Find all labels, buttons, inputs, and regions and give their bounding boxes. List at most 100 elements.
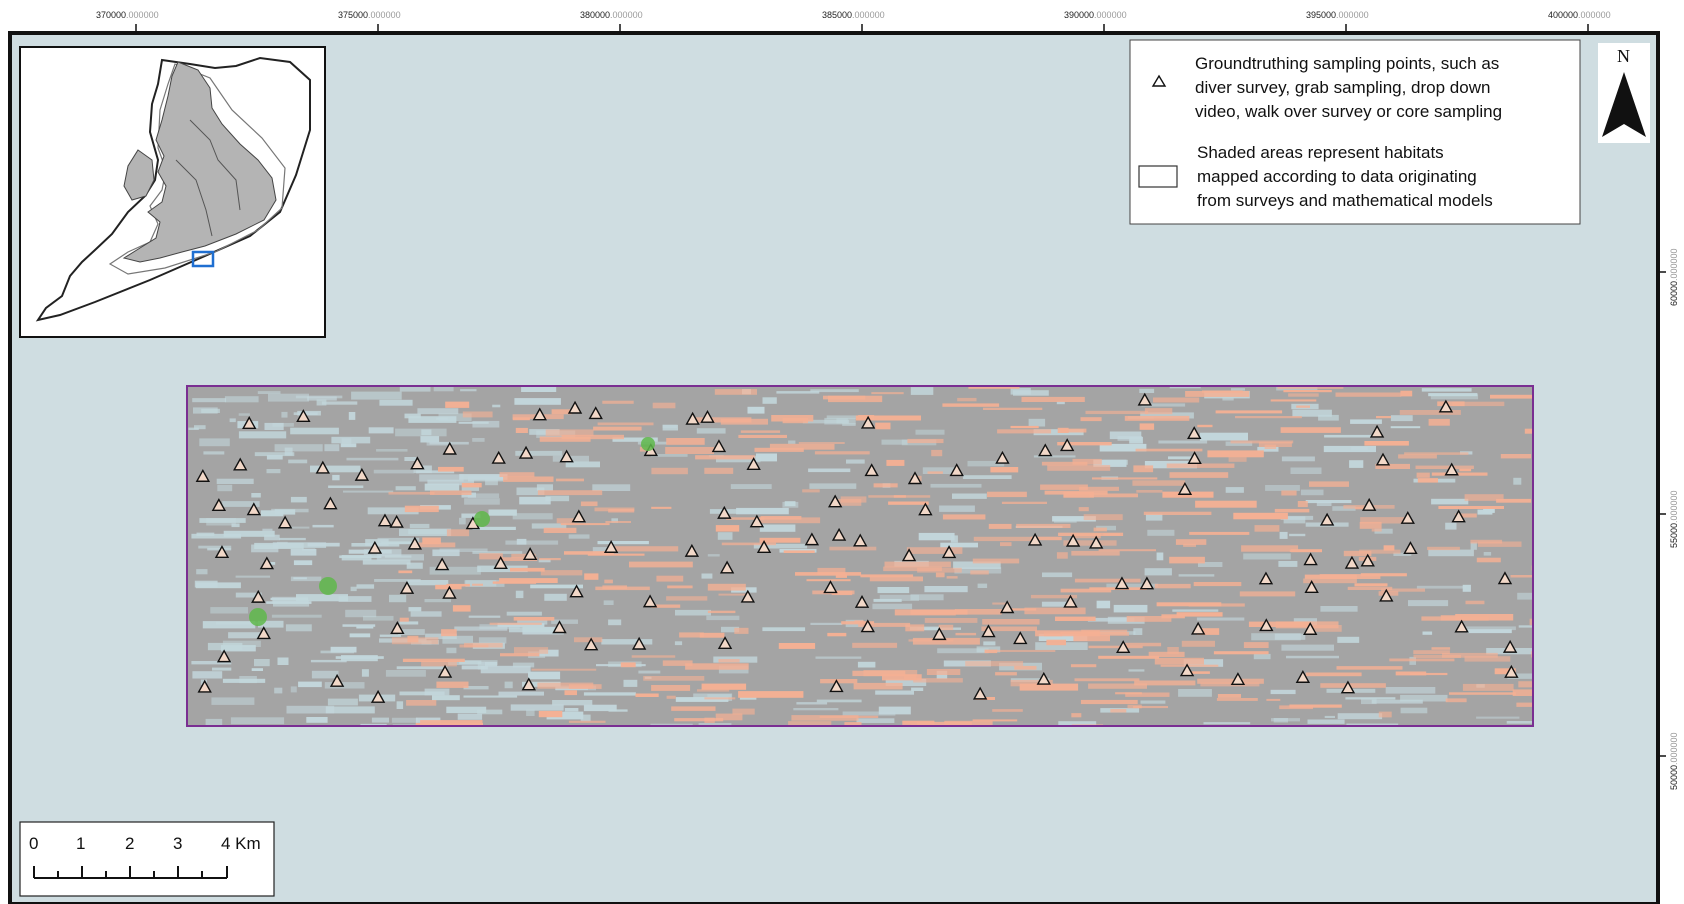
habitat-patch-orange	[1427, 546, 1460, 551]
habitat-patch-lightblue	[210, 607, 248, 614]
habitat-patch-lightblue	[696, 428, 726, 434]
habitat-patch-lightblue	[238, 431, 287, 439]
habitat-patch-lightblue	[857, 661, 876, 668]
habitat-patch-lightblue	[1199, 432, 1248, 441]
habitat-patch-orange	[564, 551, 614, 555]
habitat-patch-lightblue	[191, 661, 232, 665]
habitat-patch-orange	[1452, 401, 1505, 407]
habitat-patch-lightblue	[784, 501, 796, 507]
habitat-patch-lightblue	[730, 484, 772, 489]
habitat-patch-lightblue	[1324, 434, 1377, 438]
habitat-patch-lightblue	[1158, 440, 1208, 444]
habitat-patch-lightblue	[597, 541, 649, 545]
legend-item-sampling: Groundtruthing sampling points, such as …	[1195, 54, 1504, 121]
sampling-point-triangle	[740, 589, 756, 603]
habitat-patch-lightblue	[421, 429, 432, 436]
habitat-patch-orange	[1098, 549, 1156, 552]
sample-point	[474, 511, 490, 527]
habitat-patch-orange	[1459, 468, 1472, 472]
habitat-patch-orange	[1197, 678, 1264, 684]
habitat-patch-lightblue	[1056, 401, 1065, 405]
habitat-patch-lightblue	[396, 666, 448, 670]
sampling-point-triangle	[631, 636, 647, 650]
habitat-patch-lightblue	[1231, 388, 1245, 391]
svg-text:55000.000000: 55000.000000	[1669, 490, 1679, 548]
habitat-patch-orange	[514, 647, 549, 654]
habitat-patch-lightblue	[345, 609, 377, 618]
habitat-patch-orange	[406, 700, 437, 706]
habitat-patch-lightblue	[1320, 606, 1358, 612]
habitat-patch-lightblue	[498, 691, 544, 696]
habitat-patch-orange	[1364, 441, 1409, 446]
habitat-patch-orange	[1266, 698, 1281, 701]
habitat-patch-orange	[545, 429, 594, 436]
habitat-patch-orange	[704, 697, 736, 700]
habitat-patch-orange	[718, 593, 749, 596]
habitat-patch-lightblue	[873, 598, 902, 602]
habitat-patch-orange	[1030, 536, 1062, 541]
habitat-patch-lightblue	[580, 714, 591, 722]
habitat-patch-lightblue	[756, 453, 777, 462]
habitat-patch-lightblue	[650, 454, 688, 457]
habitat-patch-lightblue	[1316, 501, 1332, 506]
habitat-patch-orange	[1289, 704, 1342, 708]
habitat-patch-orange	[446, 529, 470, 537]
habitat-patch-orange	[1167, 647, 1179, 654]
habitat-patch-lightblue	[349, 633, 371, 638]
habitat-patch-lightblue	[465, 580, 505, 587]
habitat-patch-orange	[1359, 521, 1382, 529]
habitat-patch-lightblue	[918, 532, 955, 541]
habitat-patch-lightblue	[408, 607, 422, 612]
habitat-patch-lightblue	[842, 711, 896, 716]
habitat-patch-orange	[404, 505, 439, 513]
habitat-patch-orange	[1126, 616, 1172, 622]
y-tick-60000: 60000.000000	[1658, 248, 1679, 306]
habitat-patch-orange	[1035, 630, 1100, 637]
habitat-patch-lightblue	[312, 524, 334, 528]
habitat-patch-lightblue	[881, 439, 908, 445]
habitat-patch-lightblue	[427, 479, 474, 486]
habitat-patch-lightblue	[365, 539, 389, 546]
sampling-point-triangle	[315, 460, 330, 474]
habitat-patch-orange	[674, 718, 724, 722]
habitat-patch-orange	[1304, 574, 1357, 579]
habitat-patch-lightblue	[1318, 414, 1339, 421]
habitat-patch-lightblue	[650, 723, 693, 726]
habitat-patch-orange	[556, 518, 575, 524]
study-area-highlight	[191, 250, 215, 268]
habitat-patch-lightblue	[674, 641, 683, 646]
north-arrow-icon	[1602, 72, 1646, 137]
habitat-patch-lightblue	[1371, 699, 1423, 704]
sampling-point-triangle	[854, 594, 870, 608]
habitat-patch-orange	[707, 610, 736, 614]
north-label: N	[1617, 46, 1630, 66]
habitat-patch-lightblue	[759, 524, 796, 532]
habitat-patch-orange	[1213, 651, 1269, 655]
y-tick-label: 55000	[1669, 523, 1679, 548]
sample-points-layer	[249, 437, 655, 626]
habitat-patch-orange	[1496, 498, 1532, 503]
habitat-patch-lightblue	[338, 596, 372, 602]
y-tick-50000: 50000.000000	[1658, 732, 1679, 790]
sampling-point-triangle	[804, 532, 820, 546]
sampling-point-triangle	[583, 637, 599, 651]
habitat-patch-lightblue	[478, 637, 507, 644]
habitat-patch-lightblue	[467, 493, 500, 499]
habitat-patch-lightblue	[201, 408, 220, 413]
habitat-patch-lightblue	[662, 424, 678, 431]
habitat-patch-orange	[1207, 450, 1264, 458]
y-axis-ticks: 60000.000000 55000.000000 50000.000000	[1658, 248, 1679, 790]
habitat-patch-orange	[982, 619, 1040, 625]
habitat-patch-orange	[973, 536, 1037, 542]
habitat-patch-orange	[1073, 634, 1110, 642]
habitat-patch-orange	[1233, 512, 1288, 520]
habitat-patch-lightblue	[1144, 568, 1172, 576]
sampling-point-triangle	[522, 547, 538, 561]
sampling-point-triangle	[1230, 672, 1246, 686]
habitat-patch-orange	[863, 670, 918, 677]
habitat-patch-lightblue	[762, 397, 777, 404]
sampling-point-triangle	[981, 624, 996, 638]
habitat-patch-lightblue	[1140, 412, 1194, 419]
sampling-point-triangle	[521, 677, 536, 691]
habitat-patch-lightblue	[484, 662, 498, 667]
